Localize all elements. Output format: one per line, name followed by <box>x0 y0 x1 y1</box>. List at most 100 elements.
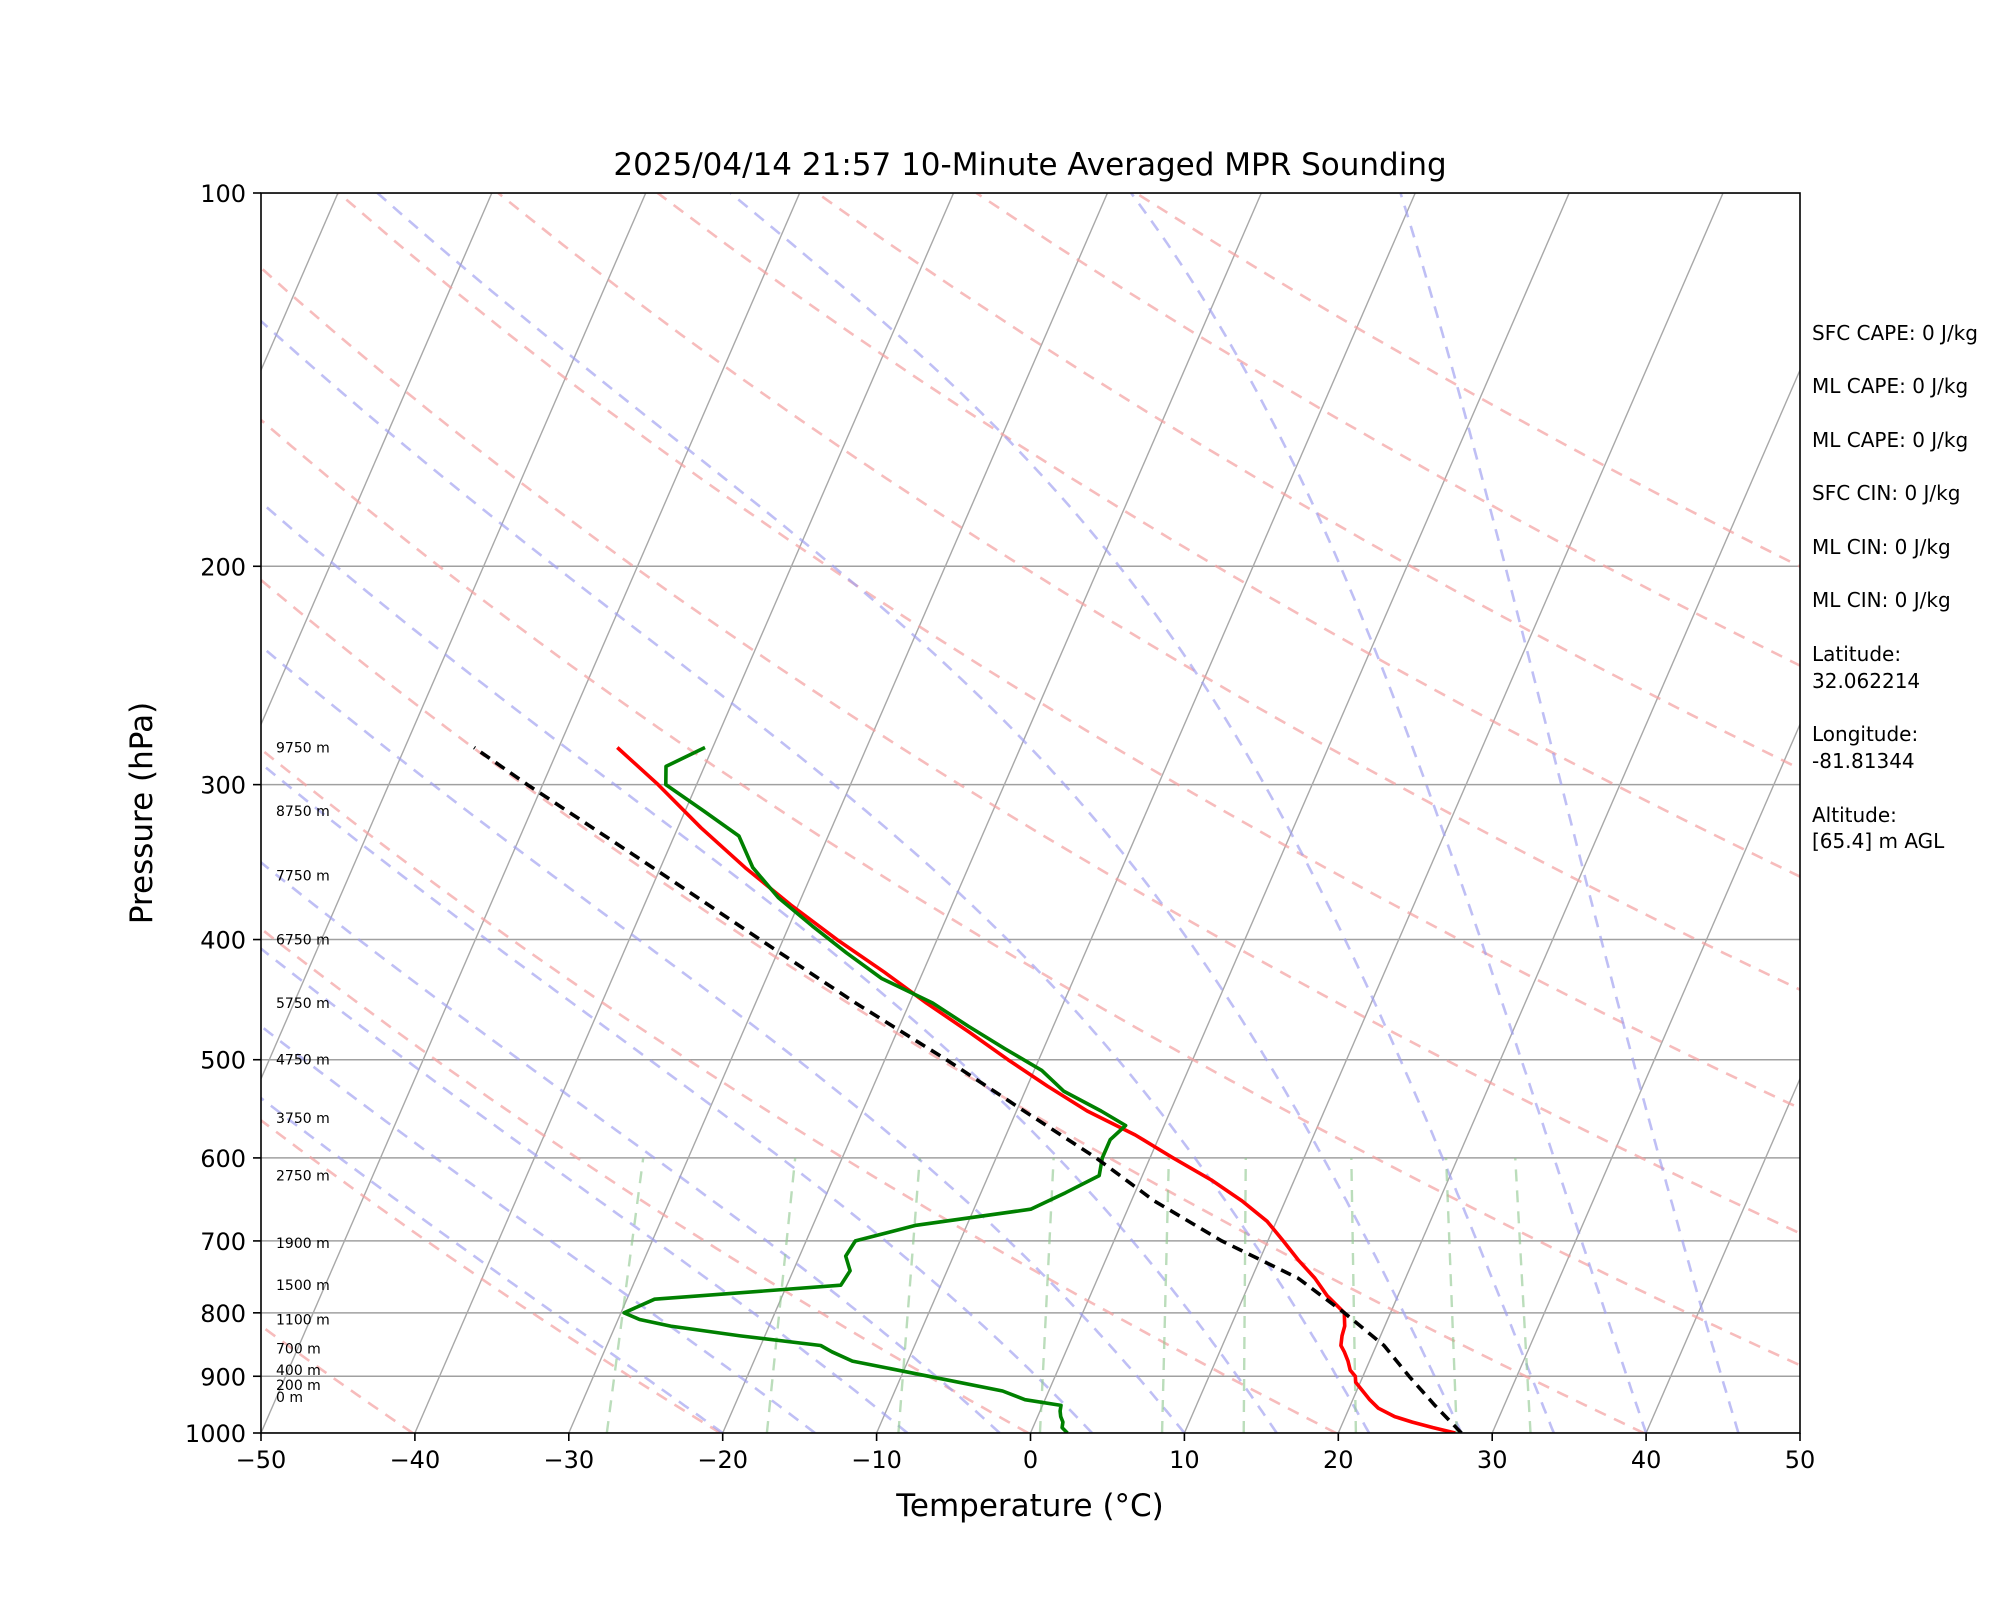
x-tick-label: 40 <box>1631 1446 1662 1474</box>
plot-area <box>261 193 1800 1433</box>
height-labels: 9750 m 8750 m 7750 m 6750 m 5750 m 4750 m 3750… <box>276 740 330 1405</box>
x-tick-label: 10 <box>1169 1446 1200 1474</box>
info-panel: SFC CAPE: 0 J/kg ML CAPE: 0 J/kg ML CAPE… <box>1812 321 1978 853</box>
isotherm-line <box>261 193 801 1433</box>
height-label: 4750 m <box>276 1053 330 1069</box>
y-tick-label: 900 <box>200 1363 246 1391</box>
dry-adiabat <box>0 193 105 1433</box>
x-tick-label: −50 <box>236 1446 287 1474</box>
dry-adiabat <box>337 193 1800 1110</box>
info-sfc-cape: SFC CAPE: 0 J/kg <box>1812 321 1978 345</box>
height-label: 8750 m <box>276 804 330 820</box>
height-label: 200 m <box>276 1378 321 1394</box>
y-tick-label: 100 <box>200 180 246 208</box>
dry-adiabat <box>261 1324 414 1433</box>
y-tick-label: 200 <box>200 553 246 581</box>
height-label: 5750 m <box>276 996 330 1012</box>
x-tick-label: 20 <box>1323 1446 1354 1474</box>
x-tick-label: −10 <box>851 1446 902 1474</box>
x-tick-label: −20 <box>697 1446 748 1474</box>
x-axis-title: Temperature (°C) <box>895 1488 1164 1524</box>
moist-adiabat <box>261 500 1278 1433</box>
height-label: 1100 m <box>276 1313 330 1329</box>
isotherm-line <box>1183 193 1724 1433</box>
moist-adiabat <box>261 1096 724 1433</box>
mixing-ratio-line <box>1160 1157 1171 1433</box>
height-label: 1500 m <box>276 1278 330 1294</box>
mixing-ratio-line <box>897 1157 922 1433</box>
moist-adiabat <box>1130 193 1648 1433</box>
info-altitude-label: Altitude: <box>1812 803 1897 827</box>
isotherm-line <box>1337 368 1800 1433</box>
mixing-ratio-line <box>765 1157 797 1433</box>
dry-adiabat <box>261 418 1800 1367</box>
moist-adiabat <box>376 193 1463 1433</box>
dry-adiabat <box>497 193 1800 992</box>
data-series <box>473 745 1463 1433</box>
height-label: 0 m <box>276 1390 303 1406</box>
moist-adiabat <box>261 1024 816 1433</box>
info-longitude-label: Longitude: <box>1812 722 1918 746</box>
isotherm-line <box>568 193 1109 1433</box>
info-ml-cape-1: ML CAPE: 0 J/kg <box>1812 374 1968 398</box>
y-tick-label: 700 <box>200 1228 246 1256</box>
height-label: 1900 m <box>276 1236 330 1252</box>
height-label: 700 m <box>276 1342 321 1358</box>
chart-title: 2025/04/14 21:57 10-Minute Averaged MPR … <box>613 147 1446 183</box>
height-label: 3750 m <box>276 1111 330 1127</box>
y-axis-title: Pressure (hPa) <box>124 702 160 924</box>
height-label: 2750 m <box>276 1169 330 1185</box>
isotherm-line <box>1491 722 1800 1433</box>
moist-adiabat <box>261 319 1371 1433</box>
x-tick-label: 0 <box>1023 1446 1038 1474</box>
y-tick-label: 300 <box>200 772 246 800</box>
mixing-ratio-line <box>1038 1157 1055 1433</box>
y-tick-label: 400 <box>200 927 246 955</box>
height-label: 400 m <box>276 1363 321 1379</box>
height-label: 9750 m <box>276 740 330 756</box>
isotherm-line <box>261 193 647 1081</box>
mixing-ratio-line <box>1350 1157 1358 1433</box>
moist-adiabat <box>261 860 1001 1433</box>
info-ml-cape-2: ML CAPE: 0 J/kg <box>1812 428 1968 452</box>
moist-adiabat <box>261 644 1186 1433</box>
info-latitude-label: Latitude: <box>1812 642 1901 666</box>
parcel-path-line <box>473 746 1463 1433</box>
dry-adiabat <box>261 927 1029 1433</box>
isotherm-line <box>0 193 30 1433</box>
reference-lines <box>0 193 1800 1433</box>
mixing-ratio-line <box>1242 1157 1247 1433</box>
info-sfc-cin: SFC CIN: 0 J/kg <box>1812 481 1960 505</box>
isotherm-line <box>875 193 1416 1433</box>
x-tick-label: −40 <box>390 1446 441 1474</box>
info-longitude-value: -81.81344 <box>1812 749 1915 773</box>
dry-adiabat <box>261 266 1800 1235</box>
dry-adiabat <box>816 193 1800 771</box>
height-label: 7750 m <box>276 868 330 884</box>
moist-adiabat <box>729 193 1556 1433</box>
y-tick-label: 500 <box>200 1047 246 1075</box>
info-latitude-value: 32.062214 <box>1812 669 1920 693</box>
mixing-ratio-line <box>605 1157 645 1433</box>
dry-adiabat <box>261 747 1337 1433</box>
axis-ticks: −50 −40 −30 −20 −10 0 10 20 30 40 50 100 200 300 400 50… <box>185 180 1815 1474</box>
moist-adiabat <box>1399 193 1740 1433</box>
info-ml-cin-2: ML CIN: 0 J/kg <box>1812 588 1951 612</box>
height-label: 6750 m <box>276 933 330 949</box>
isotherm-line <box>1645 1076 1800 1433</box>
mixing-ratio-line <box>1444 1157 1458 1433</box>
isotherm-line <box>722 193 1262 1433</box>
y-tick-label: 600 <box>200 1145 246 1173</box>
x-tick-label: 30 <box>1477 1446 1508 1474</box>
info-altitude-value: [65.4] m AGL <box>1812 829 1945 853</box>
dewpoint-line <box>622 745 1128 1433</box>
y-tick-label: 800 <box>200 1300 246 1328</box>
y-tick-label: 1000 <box>185 1420 246 1448</box>
info-ml-cin-1: ML CIN: 0 J/kg <box>1812 535 1951 559</box>
isotherm-line <box>261 193 493 727</box>
moist-adiabat <box>261 761 1094 1433</box>
x-tick-label: 50 <box>1785 1446 1816 1474</box>
temperature-line <box>616 746 1456 1433</box>
